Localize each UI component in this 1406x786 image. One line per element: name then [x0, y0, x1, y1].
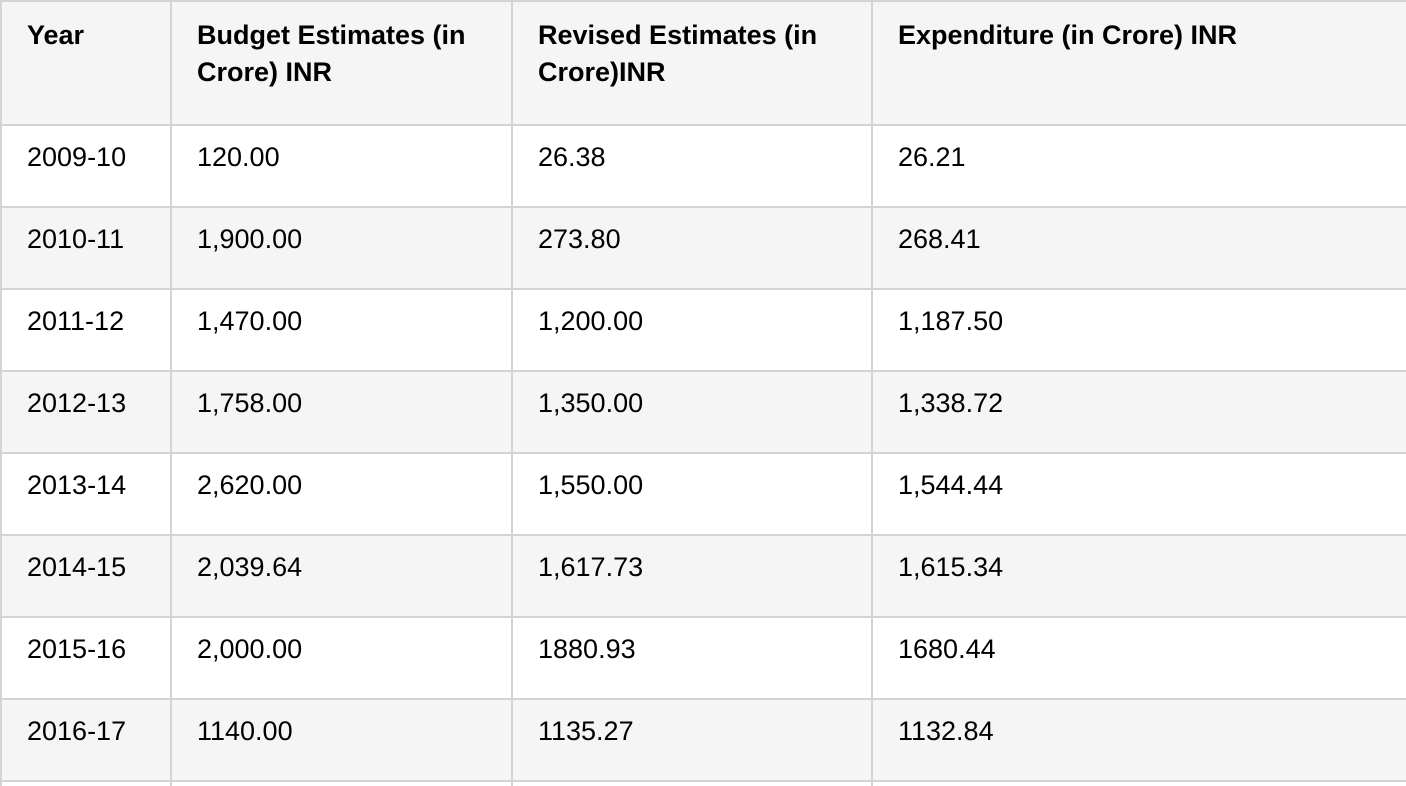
- cell-expenditure: 1,187.50: [871, 288, 1406, 372]
- cell-budget: 2,000.00: [170, 616, 513, 700]
- column-header-budget-estimates: Budget Estimates (in Crore) INR: [170, 0, 513, 126]
- cell-budget: 1,900.00: [170, 206, 513, 290]
- table-row: 2011-12 1,470.00 1,200.00 1,187.50: [0, 288, 1406, 372]
- cell-expenditure: 1,615.34: [871, 534, 1406, 618]
- cell-empty: [511, 780, 873, 786]
- cell-expenditure: 1680.44: [871, 616, 1406, 700]
- cell-revised: 273.80: [511, 206, 873, 290]
- cell-year: 2012-13: [0, 370, 172, 454]
- table-row: 2010-11 1,900.00 273.80 268.41: [0, 206, 1406, 290]
- table-row: 2009-10 120.00 26.38 26.21: [0, 124, 1406, 208]
- cell-budget: 120.00: [170, 124, 513, 208]
- cell-expenditure: 1132.84: [871, 698, 1406, 782]
- column-header-year: Year: [0, 0, 172, 126]
- cell-budget: 1,758.00: [170, 370, 513, 454]
- cell-revised: 1135.27: [511, 698, 873, 782]
- cell-empty: [0, 780, 172, 786]
- cell-revised: 1,617.73: [511, 534, 873, 618]
- cell-year: 2015-16: [0, 616, 172, 700]
- cell-revised: 1,200.00: [511, 288, 873, 372]
- header-row: Year Budget Estimates (in Crore) INR Rev…: [0, 0, 1406, 126]
- cell-expenditure: 26.21: [871, 124, 1406, 208]
- table-row: 2012-13 1,758.00 1,350.00 1,338.72: [0, 370, 1406, 454]
- cell-year: 2011-12: [0, 288, 172, 372]
- table-row: 2016-17 1140.00 1135.27 1132.84: [0, 698, 1406, 782]
- table-row: 2014-15 2,039.64 1,617.73 1,615.34: [0, 534, 1406, 618]
- cell-year: 2013-14: [0, 452, 172, 536]
- cell-year: 2016-17: [0, 698, 172, 782]
- cell-year: 2009-10: [0, 124, 172, 208]
- cell-year: 2014-15: [0, 534, 172, 618]
- cell-expenditure: 1,338.72: [871, 370, 1406, 454]
- table-row: 2013-14 2,620.00 1,550.00 1,544.44: [0, 452, 1406, 536]
- column-header-expenditure: Expenditure (in Crore) INR: [871, 0, 1406, 126]
- cell-budget: 1140.00: [170, 698, 513, 782]
- column-header-revised-estimates: Revised Estimates (in Crore)INR: [511, 0, 873, 126]
- cell-revised: 26.38: [511, 124, 873, 208]
- cell-revised: 1880.93: [511, 616, 873, 700]
- cell-budget: 2,620.00: [170, 452, 513, 536]
- cell-empty: [170, 780, 513, 786]
- cell-empty: [871, 780, 1406, 786]
- cell-expenditure: 268.41: [871, 206, 1406, 290]
- cell-expenditure: 1,544.44: [871, 452, 1406, 536]
- cell-budget: 2,039.64: [170, 534, 513, 618]
- cell-budget: 1,470.00: [170, 288, 513, 372]
- cell-revised: 1,550.00: [511, 452, 873, 536]
- cell-revised: 1,350.00: [511, 370, 873, 454]
- cell-year: 2010-11: [0, 206, 172, 290]
- partial-row-cutoff: [0, 780, 1406, 786]
- table-row: 2015-16 2,000.00 1880.93 1680.44: [0, 616, 1406, 700]
